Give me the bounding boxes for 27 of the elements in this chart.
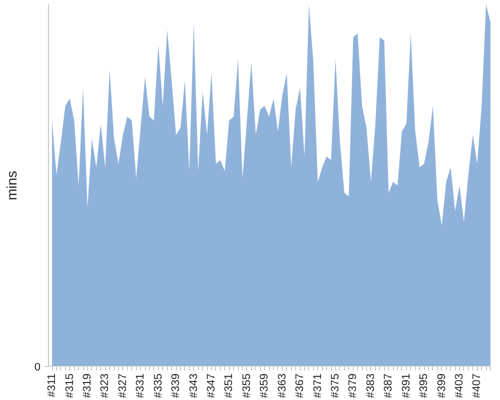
x-tick-label: #387: [382, 373, 395, 398]
x-tick-label: #343: [188, 373, 200, 398]
x-tick-label: #351: [223, 373, 236, 398]
y-axis-title: mins: [3, 170, 20, 200]
x-tick-label: #379: [347, 373, 360, 398]
x-tick-label: #359: [258, 373, 271, 398]
x-tick-label: #339: [170, 373, 182, 398]
x-tick-label: #355: [240, 373, 253, 398]
x-tick-label: #391: [400, 373, 412, 398]
x-tick-label: #311: [46, 374, 58, 398]
x-tick-label: #335: [152, 373, 164, 398]
x-tick-label: #331: [134, 373, 147, 398]
x-tick-label: #327: [116, 373, 129, 398]
x-tick-label: #375: [329, 373, 342, 398]
x-tick-label: #319: [81, 373, 94, 398]
ref-line-label: 0: [34, 362, 41, 374]
x-tick-label: #371: [312, 373, 324, 398]
x-tick-label: #403: [454, 373, 466, 398]
x-tick-label: #315: [64, 373, 76, 398]
x-tick-label: #399: [436, 373, 448, 398]
x-tick-label: #323: [99, 373, 112, 398]
x-tick-label: #383: [364, 373, 377, 398]
x-tick-label: #367: [294, 373, 306, 398]
x-tick-label: #363: [276, 373, 288, 398]
x-tick-label: #347: [205, 373, 218, 398]
x-tick-label: #395: [418, 373, 430, 398]
x-tick-label: #407: [471, 373, 484, 398]
